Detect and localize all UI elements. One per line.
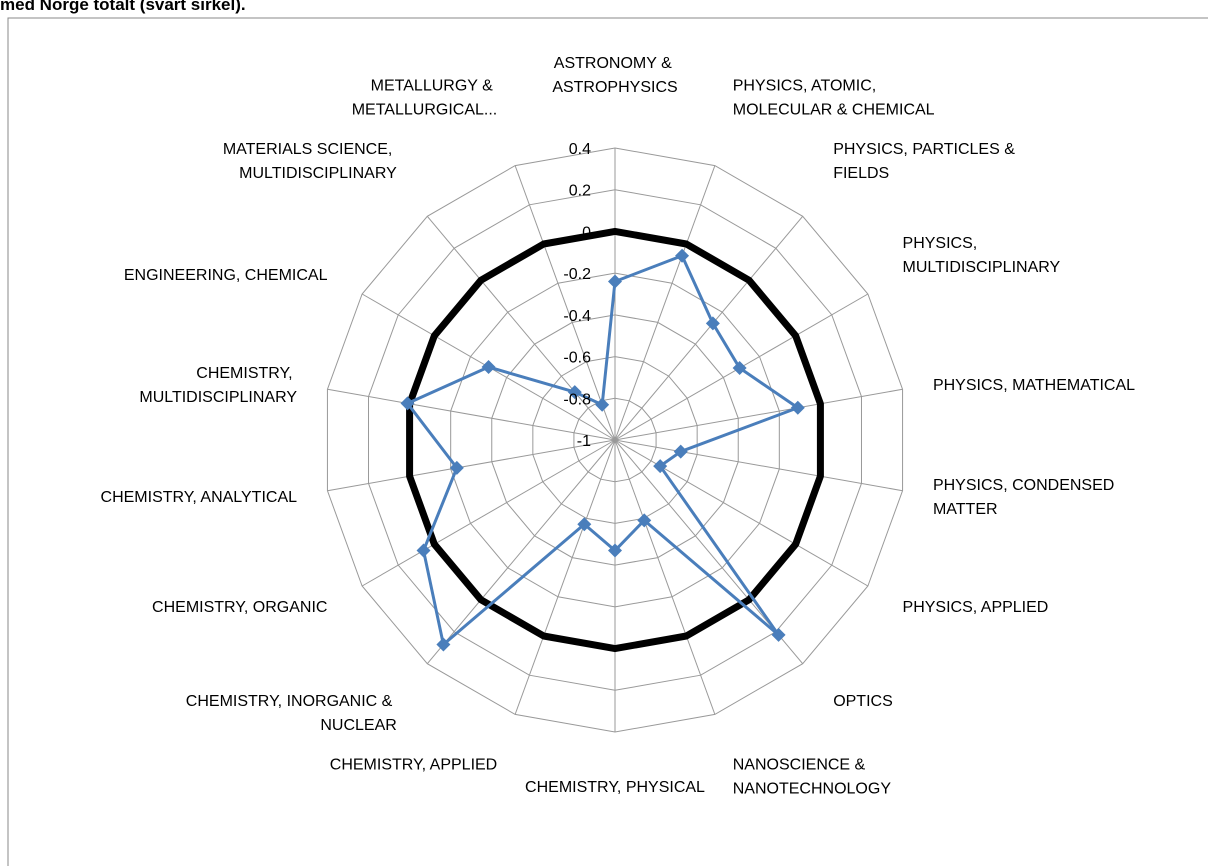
marker [416,543,431,558]
chart-title: med Norge totalt (svart sirkel). [0,0,246,14]
spoke [614,439,903,492]
category-label: CHEMISTRY, APPLIED [330,757,497,774]
marker [675,248,690,263]
series-line [406,227,824,653]
marker [608,543,622,558]
series-layer [400,227,824,653]
r-tick-label: -1 [577,433,591,450]
spoke [426,215,616,441]
marker [436,637,451,652]
marker [732,361,747,376]
category-label: ASTRONOMY & ASTROPHYSICS [552,55,677,96]
category-label: NANOSCIENCE & NANOTECHNOLOGY [733,757,892,798]
category-label: CHEMISTRY, PHYSICAL [525,779,705,796]
category-label: CHEMISTRY, ANALYTICAL [101,489,298,506]
marker [637,513,652,528]
r-tick-label: -0.4 [563,308,591,325]
spoke [614,165,716,441]
category-label: CHEMISTRY, INORGANIC & NUCLEAR [186,693,397,734]
spoke [426,439,616,665]
r-tick-label: 0 [582,224,591,241]
category-label: PHYSICS, APPLIED [903,599,1049,616]
category-label: PHYSICS, MULTIDISCIPLINARY [903,235,1061,276]
marker [449,460,464,475]
category-label: PHYSICS, ATOMIC, MOLECULAR & CHEMICAL [733,77,935,118]
r-tick-label: -0.2 [563,266,591,283]
marker [481,360,496,374]
category-label: METALLURGY & METALLURGICAL... [352,77,498,118]
spoke [614,215,804,441]
category-label: ENGINEERING, CHEMICAL [124,267,328,284]
r-tick-label: 0.2 [569,183,591,200]
spoke [614,388,903,441]
marker [771,627,786,642]
spoke [327,388,616,441]
r-tick-label: 0.4 [569,141,591,158]
category-label: CHEMISTRY, ORGANIC [152,599,327,616]
marker [705,316,720,331]
marker [567,385,582,400]
marker [790,400,805,415]
grid [326,147,904,733]
spoke [514,439,616,715]
chart-frame [7,17,1208,866]
spoke [614,439,716,715]
marker [673,444,688,459]
marker [400,396,415,411]
category-label: PHYSICS, PARTICLES & FIELDS [833,141,1019,182]
labels-layer: -1 -0.8 -0.6 -0.4 -0.2 0 0.2 0.4 ASTRONOMY & AST… [101,55,1136,798]
category-label: MATERIALS SCIENCE, MULTIDISCIPLINARY [223,141,397,182]
marker [595,397,610,412]
spoke [514,165,616,441]
r-tick-label: -0.6 [563,350,591,367]
spoke [327,439,616,492]
category-label: PHYSICS, MATHEMATICAL [933,377,1135,394]
marker [577,517,592,532]
marker [653,459,668,474]
category-label: CHEMISTRY, MULTIDISCIPLINARY [139,365,297,406]
spoke [361,439,616,587]
category-label: OPTICS [833,693,893,710]
marker [608,274,622,289]
r-tick-label: -0.8 [563,391,591,408]
category-label: PHYSICS, CONDENSED MATTER [933,477,1119,518]
